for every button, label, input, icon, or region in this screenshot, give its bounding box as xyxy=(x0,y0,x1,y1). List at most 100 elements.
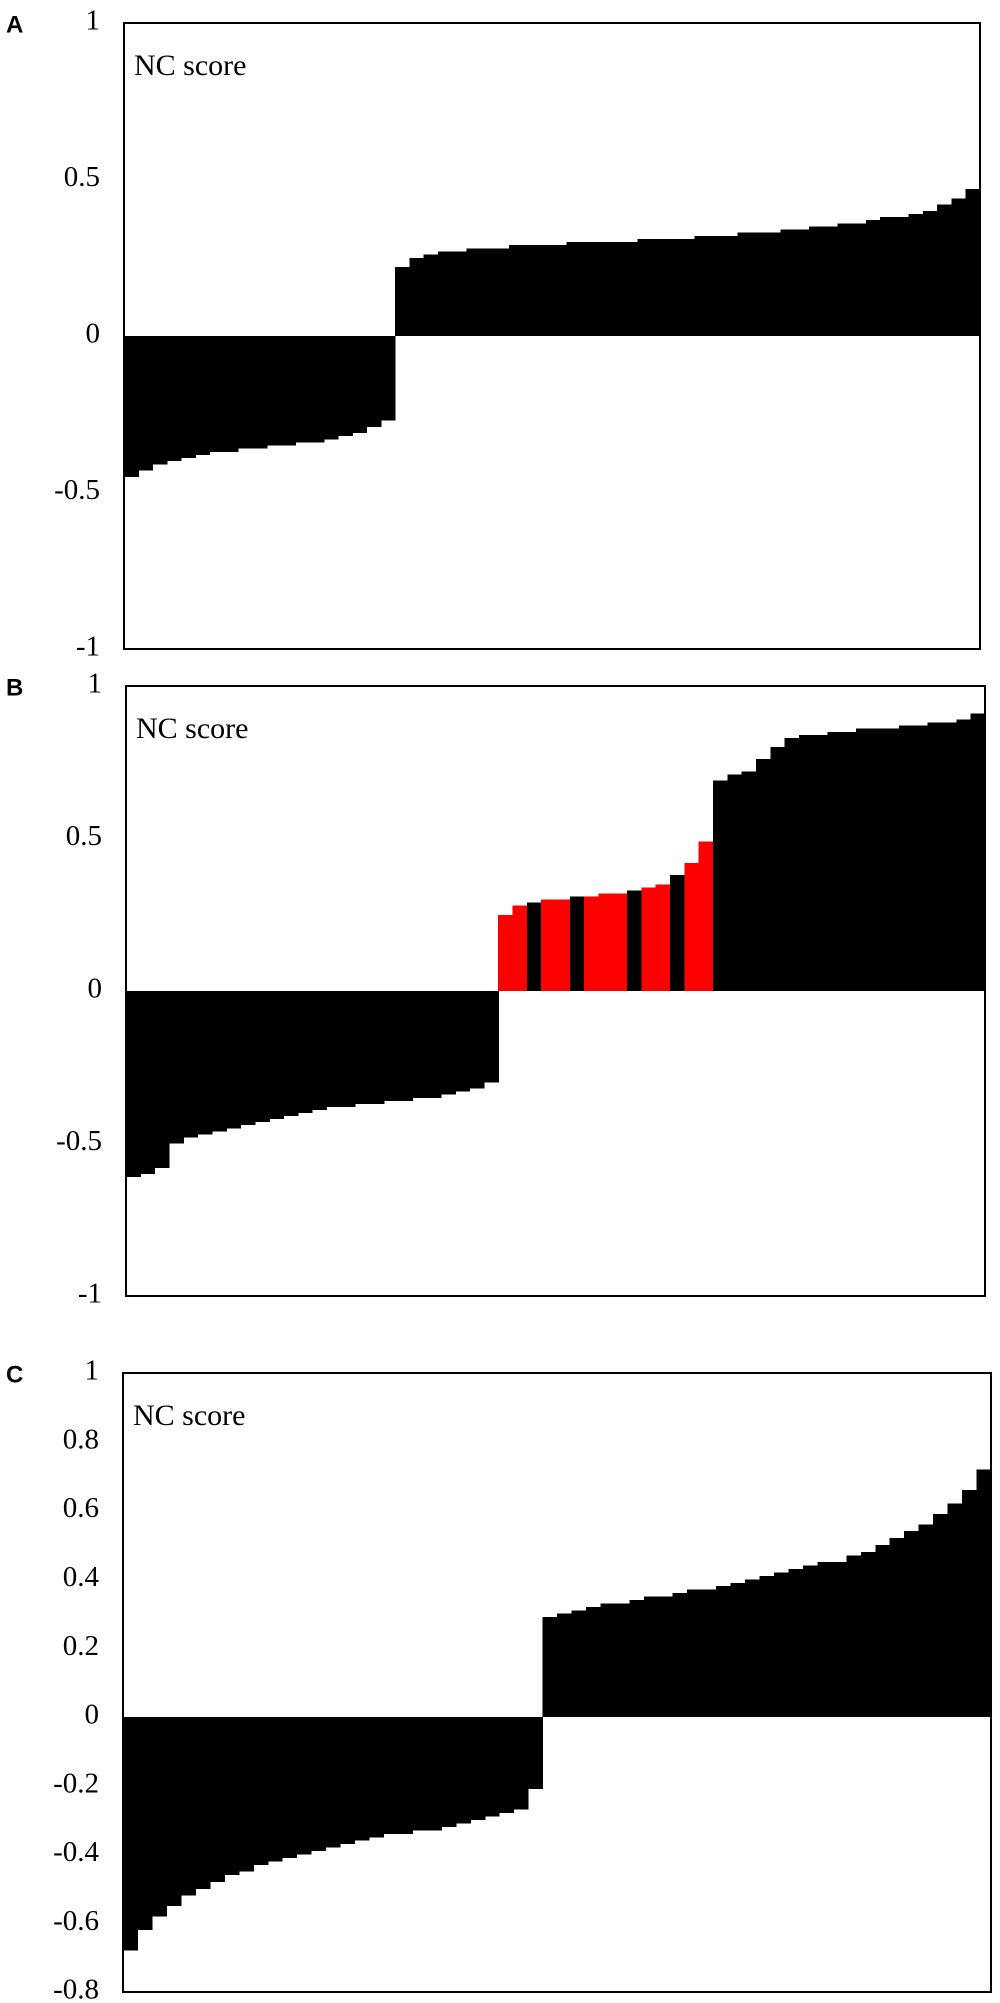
bar xyxy=(927,722,943,991)
bar xyxy=(523,245,539,336)
bar xyxy=(224,1716,240,1876)
bar xyxy=(580,242,596,336)
bar xyxy=(870,728,886,991)
y-tick-label: 0.2 xyxy=(63,1630,99,1662)
bar xyxy=(865,220,881,336)
bar xyxy=(498,914,514,991)
bar xyxy=(455,991,471,1092)
bar xyxy=(484,1716,500,1817)
y-tick-label: -0.8 xyxy=(53,1974,99,2003)
bar xyxy=(884,728,900,991)
bar xyxy=(280,336,296,446)
bar xyxy=(267,1716,283,1862)
bar xyxy=(730,1582,746,1717)
bar xyxy=(612,893,628,991)
bar xyxy=(745,1579,761,1717)
bar xyxy=(542,1617,558,1717)
bar xyxy=(140,991,156,1174)
bar xyxy=(947,1503,963,1717)
bar xyxy=(970,713,986,991)
bar xyxy=(195,1716,211,1889)
bar xyxy=(823,226,838,336)
bar xyxy=(440,991,456,1095)
bar xyxy=(694,235,710,336)
bar xyxy=(209,1716,225,1882)
y-tick-label: 0.4 xyxy=(63,1561,100,1593)
bar xyxy=(942,722,957,991)
bar xyxy=(889,1538,905,1717)
bar xyxy=(138,336,154,471)
bar xyxy=(780,229,796,336)
bar xyxy=(904,1531,920,1717)
bar xyxy=(383,991,399,1101)
bar xyxy=(311,1716,327,1852)
y-tick-label: -0.4 xyxy=(53,1836,99,1868)
bar xyxy=(409,257,425,336)
bar xyxy=(913,725,929,991)
bar xyxy=(528,1716,544,1790)
bar xyxy=(197,991,213,1135)
bar xyxy=(798,734,814,991)
bar xyxy=(266,336,282,446)
bar xyxy=(658,1596,674,1717)
y-tick-label: 0 xyxy=(88,973,103,1005)
bar xyxy=(817,1562,833,1717)
bar xyxy=(637,238,653,336)
bar xyxy=(283,991,299,1117)
y-tick-label: -0.6 xyxy=(53,1905,99,1937)
bar xyxy=(918,1524,934,1717)
bar xyxy=(166,336,182,462)
bar xyxy=(841,731,857,991)
bar xyxy=(623,242,639,336)
bar xyxy=(922,210,938,336)
plot-frame xyxy=(125,685,986,1297)
bar xyxy=(151,1716,167,1917)
bar xyxy=(956,719,972,991)
bar xyxy=(976,1469,992,1717)
bar xyxy=(774,1572,790,1717)
bar xyxy=(569,896,585,991)
bar xyxy=(240,991,256,1126)
bar xyxy=(751,232,767,336)
bar xyxy=(541,899,557,991)
y-tick-label: 1 xyxy=(86,5,101,37)
bar xyxy=(181,336,196,459)
bar xyxy=(469,991,485,1089)
bar xyxy=(325,1716,341,1848)
bar xyxy=(412,1716,428,1831)
bar xyxy=(124,336,139,477)
bar xyxy=(426,1716,442,1831)
panel-label: A xyxy=(6,11,23,38)
bar xyxy=(770,747,786,991)
bar xyxy=(951,198,967,336)
bar xyxy=(338,336,353,437)
bar xyxy=(126,991,141,1178)
bar xyxy=(894,217,910,336)
bar xyxy=(552,245,567,336)
bar xyxy=(641,887,657,991)
y-tick-label: 1 xyxy=(85,1355,100,1387)
bar xyxy=(698,841,714,991)
bar xyxy=(555,899,571,991)
bar xyxy=(269,991,285,1120)
bar xyxy=(209,336,225,452)
bar xyxy=(154,991,170,1168)
bar xyxy=(860,1551,876,1717)
bar xyxy=(412,991,428,1098)
bar xyxy=(908,213,924,336)
bar xyxy=(766,232,781,336)
bar xyxy=(369,991,385,1104)
y-tick-label: 0.5 xyxy=(66,820,102,852)
bar xyxy=(827,731,843,991)
bar xyxy=(309,336,325,443)
bar xyxy=(340,991,356,1107)
bar xyxy=(211,991,227,1132)
bar xyxy=(152,336,168,465)
bar xyxy=(727,774,743,991)
bar xyxy=(670,875,685,991)
bar xyxy=(352,336,368,434)
bar xyxy=(137,1716,153,1931)
y-tick-label: 0 xyxy=(85,1699,100,1731)
bar xyxy=(441,1716,457,1827)
bar xyxy=(398,991,413,1101)
